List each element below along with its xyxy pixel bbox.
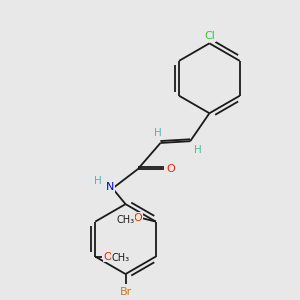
Text: H: H [194,145,202,155]
Text: Br: Br [119,287,132,297]
Text: N: N [106,182,114,192]
Text: H: H [154,128,162,138]
Text: O: O [167,164,175,174]
Text: Cl: Cl [204,31,215,40]
Text: O: O [133,213,142,223]
Text: CH₃: CH₃ [116,215,134,225]
Text: H: H [94,176,102,186]
Text: CH₃: CH₃ [112,253,130,263]
Text: O: O [104,252,112,262]
